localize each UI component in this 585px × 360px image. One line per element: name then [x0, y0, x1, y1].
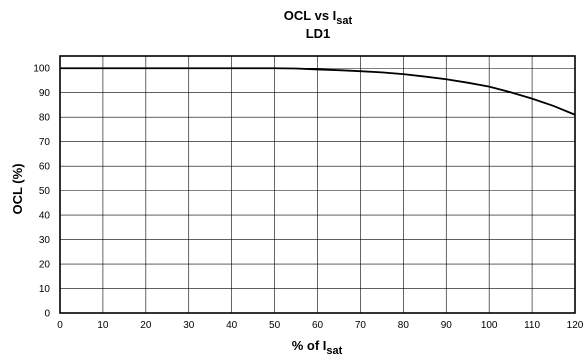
y-tick-label: 100: [33, 64, 50, 75]
y-tick-label: 70: [39, 137, 51, 148]
y-tick-label: 50: [39, 186, 51, 197]
x-tick-labels: 0 10 20 30 40 50 60 70 80 90 100 110 120: [57, 320, 584, 331]
x-tick-label: 70: [355, 320, 367, 331]
x-tick-label: 110: [524, 320, 540, 331]
x-axis-label: % of Isat: [292, 338, 343, 357]
series-line: [60, 67, 576, 116]
y-axis-label: OCL (%): [10, 163, 25, 214]
chart-subtitle: LD1: [306, 26, 331, 41]
y-tick-label: 20: [39, 260, 51, 271]
x-axis-label-main: % of I: [292, 338, 327, 353]
x-axis-label-subscript: sat: [326, 345, 342, 357]
x-tick-label: 80: [398, 320, 410, 331]
y-tick-label: 40: [39, 211, 51, 222]
x-tick-label: 60: [312, 320, 324, 331]
x-tick-label: 50: [269, 320, 281, 331]
x-tick-label: 120: [567, 320, 584, 331]
x-tick-label: 10: [97, 320, 109, 331]
x-tick-label: 40: [226, 320, 238, 331]
x-tick-label: 90: [441, 320, 453, 331]
chart-title-subscript: sat: [336, 15, 352, 27]
x-tick-label: 30: [183, 320, 195, 331]
y-tick-label: 80: [39, 113, 51, 124]
chart-title: OCL vs Isat: [284, 8, 353, 27]
plot-frame: [59, 55, 576, 314]
y-tick-label: 0: [44, 309, 50, 320]
x-tick-label: 0: [57, 320, 63, 331]
y-tick-label: 10: [39, 284, 51, 295]
y-tick-labels: 0 10 20 30 40 50 60 70 80 90 100: [33, 64, 50, 320]
y-tick-label: 30: [39, 235, 51, 246]
x-tick-label: 20: [140, 320, 152, 331]
grid-lines: [59, 56, 576, 314]
y-tick-label: 90: [39, 88, 51, 99]
x-tick-label: 100: [481, 320, 498, 331]
chart-title-main: OCL vs I: [284, 8, 337, 23]
y-tick-label: 60: [39, 162, 51, 173]
